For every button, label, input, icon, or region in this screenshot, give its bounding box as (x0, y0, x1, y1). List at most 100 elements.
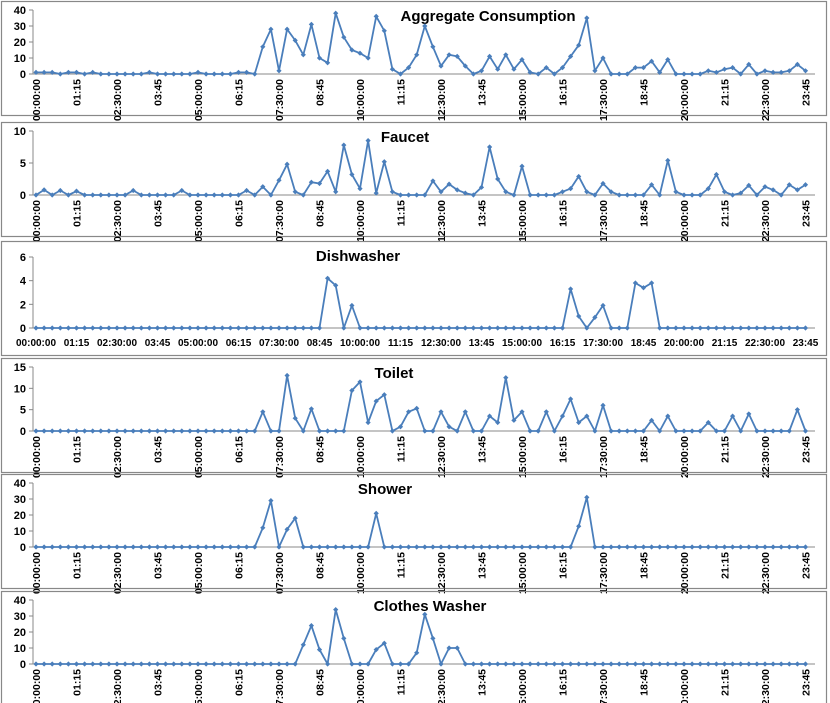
data-point (640, 661, 647, 667)
panel-frame (0, 240, 828, 357)
data-point (681, 428, 687, 434)
data-point (697, 428, 703, 434)
data-point (584, 189, 590, 195)
data-point (268, 26, 274, 32)
data-point (786, 428, 792, 434)
data-point (551, 428, 557, 434)
data-point (454, 187, 460, 193)
data-point (308, 623, 314, 629)
data-point (657, 661, 663, 667)
data-point (179, 544, 185, 550)
data-point (235, 325, 242, 331)
data-point (357, 186, 363, 192)
data-point (624, 544, 630, 550)
x-tick-label: 22:30:00 (760, 669, 772, 703)
data-point (211, 661, 217, 667)
data-point (154, 428, 161, 434)
data-point (721, 325, 728, 331)
series-line (35, 139, 806, 196)
x-tick-label: 15:00:00 (517, 79, 529, 121)
data-point (171, 192, 177, 198)
data-point (57, 325, 63, 331)
data-point (478, 325, 485, 331)
x-tick-label: 16:15 (558, 436, 570, 463)
data-point (244, 661, 250, 667)
data-point (33, 544, 39, 550)
data-point (333, 10, 339, 16)
data-point (227, 428, 233, 434)
data-point (316, 180, 323, 187)
data-point (746, 61, 752, 67)
data-point (252, 661, 258, 667)
data-point (244, 428, 250, 434)
data-point (316, 325, 323, 331)
data-point (592, 544, 598, 550)
panel-frame (0, 357, 828, 474)
data-point (389, 661, 395, 667)
y-tick-label: 10 (14, 53, 26, 65)
data-point (770, 428, 776, 434)
x-tick-label: 18:45 (639, 79, 651, 106)
x-tick-label: 17:30:00 (583, 338, 623, 349)
data-point (640, 544, 647, 550)
x-tick-label: 06:15 (234, 200, 246, 227)
x-tick-label: 10:00:00 (355, 436, 367, 478)
data-point (195, 661, 201, 667)
data-point (406, 192, 412, 198)
y-tick-label: 4 (20, 276, 27, 288)
y-tick-label: 0 (20, 323, 26, 335)
y-tick-label: 0 (20, 190, 26, 202)
data-point (130, 661, 136, 667)
x-tick-label: 13:45 (477, 436, 489, 463)
y-tick-label: 6 (20, 252, 26, 264)
data-point (430, 635, 436, 641)
data-point (235, 661, 242, 667)
x-tick-label: 08:45 (307, 338, 333, 349)
data-point (519, 163, 525, 169)
data-point (406, 544, 412, 550)
data-point (211, 544, 217, 550)
x-tick-label: 13:45 (477, 200, 489, 227)
data-point (325, 168, 331, 174)
data-point (657, 544, 663, 550)
data-point (349, 171, 355, 178)
data-point (802, 428, 809, 434)
x-tick-label: 11:15 (396, 436, 408, 462)
data-point (503, 544, 509, 550)
data-point (90, 325, 96, 331)
data-point (543, 192, 549, 198)
data-point (138, 192, 144, 198)
x-tick-label: 23:45 (801, 552, 813, 579)
data-point (454, 544, 460, 550)
data-point (33, 661, 39, 667)
data-point (333, 428, 339, 434)
x-tick-label: 20:00:00 (679, 436, 691, 478)
data-point (665, 325, 671, 331)
data-point (778, 661, 784, 667)
y-tick-label: 0 (20, 426, 26, 438)
data-point (430, 428, 436, 434)
data-point (357, 379, 363, 385)
data-point (171, 544, 177, 550)
data-point (584, 15, 590, 21)
x-tick-label: 11:15 (396, 79, 408, 105)
series-line (36, 374, 807, 432)
data-point (649, 417, 655, 423)
x-tick-label: 16:15 (558, 669, 570, 696)
x-tick-label: 10:00:00 (340, 338, 380, 349)
data-point (551, 192, 557, 198)
data-point (462, 325, 468, 331)
data-point (414, 650, 420, 656)
data-point (381, 28, 387, 34)
data-point (422, 544, 428, 550)
data-point (276, 661, 282, 667)
data-point (511, 325, 517, 331)
x-tick-label: 01:15 (72, 552, 84, 579)
data-point (422, 611, 428, 617)
x-tick-label: 00:00:00 (31, 436, 43, 478)
data-point (762, 544, 768, 550)
data-point (568, 544, 574, 550)
data-point (778, 428, 784, 434)
data-point (786, 68, 792, 74)
data-point (195, 325, 201, 331)
